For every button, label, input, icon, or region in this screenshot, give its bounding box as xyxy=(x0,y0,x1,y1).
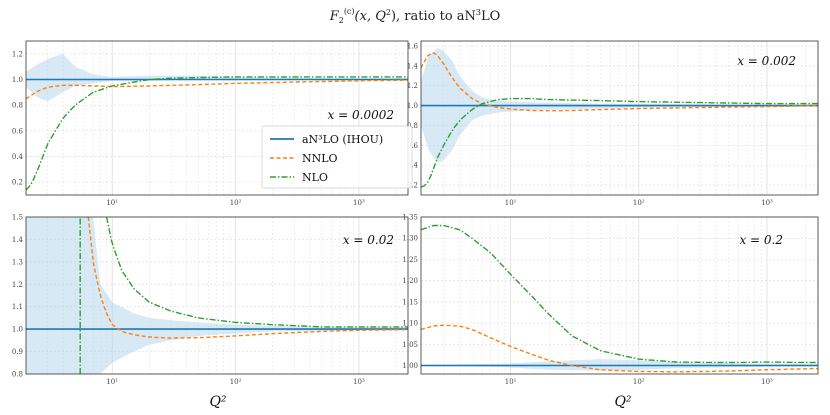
x-tick-label: 10² xyxy=(230,199,242,207)
y-tick-label: 1.2 xyxy=(12,281,23,289)
y-tick-label: 0.8 xyxy=(12,102,23,110)
x-tick-label: 10¹ xyxy=(505,378,517,386)
title-tail-sup: 3 xyxy=(476,8,481,17)
y-tick-label: 0.4 xyxy=(407,162,419,170)
title-sub: 2 xyxy=(339,16,344,25)
y-tick-label: 1.05 xyxy=(402,341,418,349)
y-tick-label: 1.20 xyxy=(402,277,418,285)
panel-3: 0.8 0.9 1.0 1.1 1.2 1.3 1.4 1.5 10¹ 10² 10³ x = 0.0… xyxy=(12,214,409,386)
y-tick-label: 1.4 xyxy=(12,236,24,244)
plot-area xyxy=(26,53,408,191)
nnlo-line xyxy=(421,324,818,373)
plot-area xyxy=(421,224,818,373)
y-tick-label: 1.3 xyxy=(12,258,23,266)
plot-area xyxy=(421,48,818,188)
y-tick-label: 0.8 xyxy=(407,122,418,130)
y-tick-label: 0.2 xyxy=(12,179,23,187)
y-tick-label: 0.2 xyxy=(407,182,418,190)
y-tick-label: 1.0 xyxy=(12,76,23,84)
y-tick-label: 1.15 xyxy=(402,298,418,306)
x-tick-label: 10² xyxy=(230,378,242,386)
x-tick-label: 10³ xyxy=(353,378,365,386)
x-axis-label-right: Q² xyxy=(614,394,631,410)
panel-annotation: x = 0.002 xyxy=(737,54,796,68)
uncertainty-band xyxy=(26,217,408,374)
y-tick-label: 1.2 xyxy=(12,50,23,58)
y-tick-label: 1.2 xyxy=(407,82,418,90)
y-tick-label: 0.6 xyxy=(12,127,24,135)
axes-frame xyxy=(420,40,819,196)
nlo-line xyxy=(105,217,408,328)
x-tick-label: 10³ xyxy=(761,199,773,207)
plot-area xyxy=(26,217,408,374)
x-tick-label: 10¹ xyxy=(106,199,118,207)
legend-label-nlo: NLO xyxy=(302,171,328,184)
x-tick-label: 10¹ xyxy=(106,378,118,386)
panel-annotation: x = 0.2 xyxy=(739,233,783,247)
x-tick-label: 10² xyxy=(633,199,645,207)
y-tick-label: 1.35 xyxy=(402,214,418,222)
panel-annotation: x = 0.02 xyxy=(343,233,394,247)
legend-box xyxy=(261,125,413,189)
nlo-line xyxy=(421,97,818,188)
x-tick-label: 10³ xyxy=(761,378,773,386)
nnlo-line xyxy=(26,79,408,100)
y-tick-label: 1.30 xyxy=(402,235,418,243)
title-tail: ), ratio to aN xyxy=(391,9,476,24)
x-tick-label: 10² xyxy=(633,378,645,386)
nlo-line xyxy=(26,76,408,191)
x-tick-label: 10¹ xyxy=(505,199,517,207)
y-tick-label: 0.8 xyxy=(12,371,23,379)
panel-2: 0.2 0.4 0.6 0.8 1.0 1.2 1.4 1.6 10¹ 10² 10³ x = 0.0… xyxy=(407,40,819,207)
y-tick-label: 1.1 xyxy=(12,303,23,311)
panel-annotation: x = 0.0002 xyxy=(328,108,394,122)
y-tick-label: 1.0 xyxy=(12,326,23,334)
y-tick-label: 0.4 xyxy=(12,153,24,161)
title-main: F xyxy=(329,9,340,24)
nlo-line xyxy=(421,224,818,364)
nnlo-line xyxy=(87,217,408,339)
y-tick-label: 0.9 xyxy=(12,348,23,356)
panels: 0.2 0.4 0.6 0.8 1.0 1.2 10¹ 10² 10³ x = 0.0002 0.2… xyxy=(12,40,819,386)
panel-4: 1.00 1.05 1.10 1.15 1.20 1.25 1.30 1.35 10¹ 10² 10… xyxy=(402,214,819,386)
y-tick-label: 1.6 xyxy=(407,42,419,50)
legend: aN³LO (IHOU) NNLO NLO xyxy=(261,125,413,189)
nnlo-line xyxy=(421,52,818,112)
y-tick-label: 1.10 xyxy=(402,320,418,328)
y-tick-label: 0.6 xyxy=(407,142,419,150)
title-tail-end: LO xyxy=(481,9,500,24)
title-args: (x, Q xyxy=(355,9,387,24)
y-tick-label: 1.0 xyxy=(407,102,418,110)
y-tick-label: 1.25 xyxy=(402,256,418,264)
x-tick-label: 10³ xyxy=(353,199,365,207)
legend-label-an3lo: aN³LO (IHOU) xyxy=(302,133,383,146)
y-tick-label: 1.5 xyxy=(12,214,23,222)
x-axis-label-left: Q² xyxy=(209,394,226,410)
axes-frame xyxy=(420,216,819,375)
axes-frame xyxy=(25,216,409,375)
figure-title: F2(c)(x, Q2), ratio to aN3LO xyxy=(329,7,501,25)
y-tick-label: 1.00 xyxy=(402,362,418,370)
legend-label-nnlo: NNLO xyxy=(302,152,338,165)
title-sup: (c) xyxy=(344,7,355,16)
y-tick-label: 1.4 xyxy=(407,62,419,70)
axes-frame xyxy=(25,40,409,196)
title-args-sup: 2 xyxy=(386,8,391,17)
